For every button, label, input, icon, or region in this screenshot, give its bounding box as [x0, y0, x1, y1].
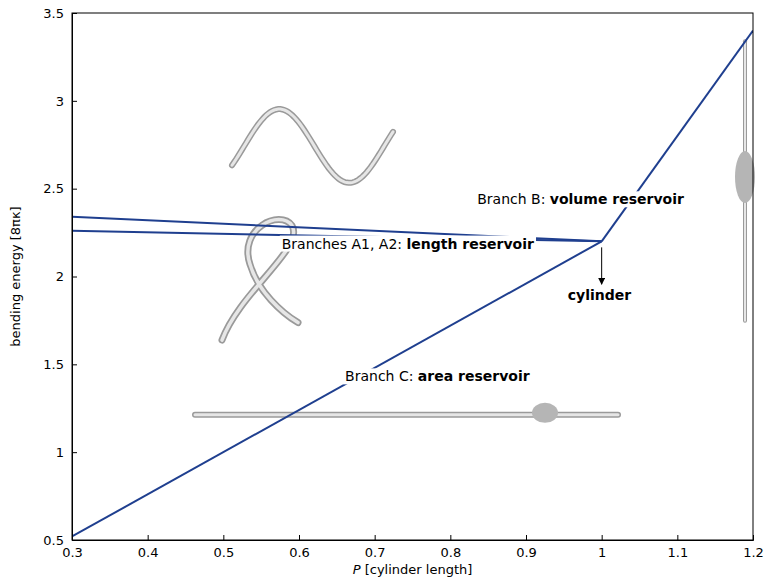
x-tick: 0.9 [516, 535, 537, 560]
annotation: cylinder [566, 287, 634, 303]
x-tick: 1 [598, 535, 606, 560]
x-tick-label: 0.3 [62, 545, 83, 560]
x-tick: 0.5 [213, 535, 234, 560]
annotation-text: Branch C: area reservoir [345, 368, 530, 384]
y-tick: 3.5 [43, 6, 77, 21]
y-tick: 1 [56, 445, 77, 460]
illustration-tube-highlight [232, 109, 393, 183]
x-tick: 0.7 [365, 535, 386, 560]
y-tick-mark [72, 364, 77, 365]
plot: 0.3 0.4 0.5 0.6 0.7 0.8 0.9 1 1.1 1.2 0.5 1 1.5 2 2.5 3… [43, 6, 764, 561]
illustration-tube [232, 109, 393, 183]
chart: 0.3 0.4 0.5 0.6 0.7 0.8 0.9 1 1.1 1.2 0.5 1 1.5 2 2.5 3… [0, 0, 768, 580]
x-axis-line [73, 535, 754, 541]
x-tick-label: 0.8 [440, 545, 461, 560]
y-tick-label: 1 [56, 445, 64, 460]
y-tick-label: 3.5 [43, 6, 64, 21]
x-tick-label: 0.5 [213, 545, 234, 560]
lines [72, 31, 753, 537]
x-tick-label: 0.4 [138, 545, 159, 560]
annotation-arrow [601, 247, 602, 284]
y-tick-mark [72, 452, 77, 453]
x-tick-mark [450, 535, 451, 540]
x-tick-mark [375, 535, 376, 540]
y-axis-title: bending energy [8πκ] [8, 206, 23, 346]
y-tick-mark [72, 540, 77, 541]
y-axis: 0.5 1 1.5 2 2.5 3 3.5 [43, 6, 77, 548]
y-tick-label: 1.5 [43, 357, 64, 372]
y-tick-label: 0.5 [43, 533, 64, 548]
annotations: Branch B: volume reservoir Branches A1, A… [280, 191, 686, 384]
x-tick: 0.6 [289, 535, 310, 560]
x-tick-mark [223, 535, 224, 540]
annotation-background [475, 191, 686, 207]
annotation: Branch B: volume reservoir [475, 191, 686, 207]
x-tick-mark [753, 535, 754, 540]
x-axis-title: P [cylinder length] [353, 562, 473, 577]
y-tick: 0.5 [43, 533, 77, 548]
x-tick-label: 1.1 [667, 545, 688, 560]
y-tick-mark [72, 189, 77, 190]
y-tick-mark [72, 13, 77, 14]
y-tick-mark [72, 277, 77, 278]
y-tick: 1.5 [43, 357, 77, 372]
x-tick-label: 1.2 [743, 545, 764, 560]
annotation-background [566, 287, 634, 303]
branch-line [602, 31, 753, 242]
y-tick: 2 [56, 269, 77, 284]
illustration-bulge [735, 151, 755, 203]
x-axis: 0.3 0.4 0.5 0.6 0.7 0.8 0.9 1 1.1 1.2 [62, 535, 764, 560]
x-tick-label: 1 [598, 545, 606, 560]
y-tick: 2.5 [43, 181, 77, 196]
x-tick-mark [677, 535, 678, 540]
y-axis-line [73, 14, 78, 541]
x-tick-mark [148, 535, 149, 540]
y-tick-label: 2.5 [43, 181, 64, 196]
annotation: Branch C: area reservoir [343, 368, 532, 384]
x-tick-mark [602, 535, 603, 540]
x-tick-label: 0.9 [516, 545, 537, 560]
x-tick-mark [299, 535, 300, 540]
x-tick: 0.8 [440, 535, 461, 560]
x-tick: 1.1 [667, 535, 688, 560]
y-tick-mark [72, 101, 77, 102]
x-tick: 1.2 [743, 535, 764, 560]
y-tick-label: 3 [56, 93, 64, 108]
branch-line [72, 241, 602, 536]
illustrations [195, 41, 755, 423]
annotation-background [280, 236, 536, 252]
x-tick: 0.4 [138, 535, 159, 560]
annotation-text: Branches A1, A2: length reservoir [282, 236, 534, 252]
annotation-text: Branch B: volume reservoir [477, 191, 684, 207]
annotation: Branches A1, A2: length reservoir [280, 236, 536, 252]
annotation-text: cylinder [568, 287, 632, 303]
x-tick-label: 0.6 [289, 545, 310, 560]
plot-frame [72, 13, 753, 540]
y-tick: 3 [56, 93, 77, 108]
y-tick-label: 2 [56, 269, 64, 284]
x-tick-label: 0.7 [365, 545, 386, 560]
x-tick-mark [526, 535, 527, 540]
illustration-bulge [532, 403, 558, 423]
annotation-background [343, 368, 532, 384]
